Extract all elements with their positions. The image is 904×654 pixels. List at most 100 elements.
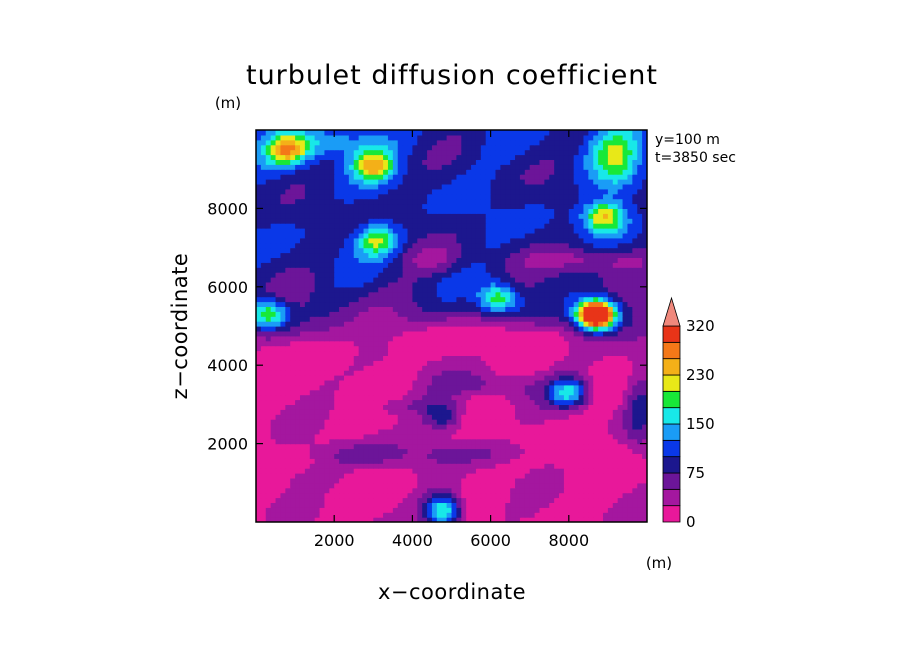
field-cell <box>612 482 619 489</box>
field-cell <box>475 247 482 254</box>
field-cell <box>495 218 501 224</box>
field-cell <box>515 468 521 474</box>
field-cell <box>324 335 330 342</box>
field-cell <box>373 468 379 474</box>
field-cell <box>334 330 340 337</box>
field-cell <box>295 326 301 332</box>
field-cell <box>270 433 277 440</box>
field-cell <box>280 433 286 440</box>
field-cell <box>637 237 643 244</box>
field-cell <box>495 321 501 327</box>
field-cell <box>627 492 633 499</box>
field-cell <box>441 414 448 420</box>
field-cell <box>549 512 555 518</box>
field-cell <box>598 252 604 258</box>
field-cell <box>314 473 321 479</box>
field-cell <box>378 468 384 474</box>
field-cell <box>441 384 448 391</box>
field-cell <box>387 296 394 303</box>
field-cell <box>304 350 311 356</box>
field-cell <box>515 458 521 464</box>
field-cell <box>280 375 286 381</box>
field-cell <box>559 419 565 425</box>
field-cell <box>280 296 286 303</box>
field-cell <box>554 404 560 410</box>
field-cell <box>314 247 321 254</box>
field-cell <box>343 424 350 430</box>
field-cell <box>475 360 482 366</box>
field-cell <box>299 326 306 332</box>
field-cell <box>485 507 492 513</box>
field-cell <box>642 350 647 356</box>
field-cell <box>598 443 604 450</box>
field-cell <box>304 291 311 298</box>
field-cell <box>270 370 277 376</box>
field-cell <box>524 360 531 366</box>
field-cell <box>260 340 267 347</box>
field-cell <box>275 326 282 332</box>
field-cell <box>392 487 399 494</box>
field-cell <box>475 468 482 474</box>
field-cell <box>256 350 262 356</box>
field-cell <box>529 218 536 224</box>
field-cell <box>632 443 638 450</box>
field-cell <box>309 247 316 254</box>
field-cell <box>461 379 467 386</box>
field-cell <box>285 296 291 303</box>
field-cell <box>598 384 604 391</box>
field-cell <box>485 291 492 298</box>
field-cell <box>593 384 599 391</box>
field-cell <box>471 340 477 347</box>
field-cell <box>441 448 448 454</box>
field-cell <box>383 492 389 499</box>
field-cell <box>353 228 360 234</box>
field-cell <box>505 438 511 445</box>
field-cell <box>280 482 286 489</box>
field-cell <box>578 463 585 469</box>
field-cell <box>256 213 262 219</box>
field-cell <box>627 365 633 371</box>
field-cell <box>407 301 413 307</box>
field-cell <box>607 237 614 244</box>
field-cell <box>304 448 311 454</box>
field-cell <box>431 473 438 479</box>
field-cell <box>436 296 443 303</box>
field-cell <box>295 419 301 425</box>
field-cell <box>270 321 277 327</box>
field-cell <box>544 468 550 474</box>
field-cell <box>475 497 482 503</box>
field-cell <box>387 507 394 513</box>
field-cell <box>353 492 360 499</box>
field-cell <box>500 468 506 474</box>
field-cell <box>348 321 355 327</box>
field-cell <box>407 428 413 435</box>
field-cell <box>265 379 272 386</box>
field-cell <box>515 438 521 445</box>
field-cell <box>495 330 501 337</box>
field-cell <box>495 311 501 317</box>
field-cell <box>495 502 501 508</box>
field-cell <box>397 502 404 508</box>
field-cell <box>471 463 477 469</box>
field-cell <box>329 463 335 469</box>
field-cell <box>456 350 462 356</box>
field-cell <box>515 223 521 229</box>
field-cell <box>412 340 418 347</box>
field-cell <box>549 291 555 298</box>
field-cell <box>495 277 501 283</box>
field-cell <box>348 394 355 401</box>
field-cell <box>304 389 311 396</box>
field-cell <box>334 277 340 283</box>
field-cell <box>573 262 580 268</box>
field-cell <box>505 482 511 489</box>
field-cell <box>397 482 404 489</box>
field-cell <box>475 399 482 405</box>
field-cell <box>544 326 550 332</box>
field-cell <box>563 502 570 508</box>
field-cell <box>383 384 389 391</box>
field-cell <box>353 262 360 268</box>
field-cell <box>417 311 423 317</box>
field-cell <box>368 228 374 234</box>
field-cell <box>358 252 365 258</box>
field-cell <box>256 335 262 342</box>
